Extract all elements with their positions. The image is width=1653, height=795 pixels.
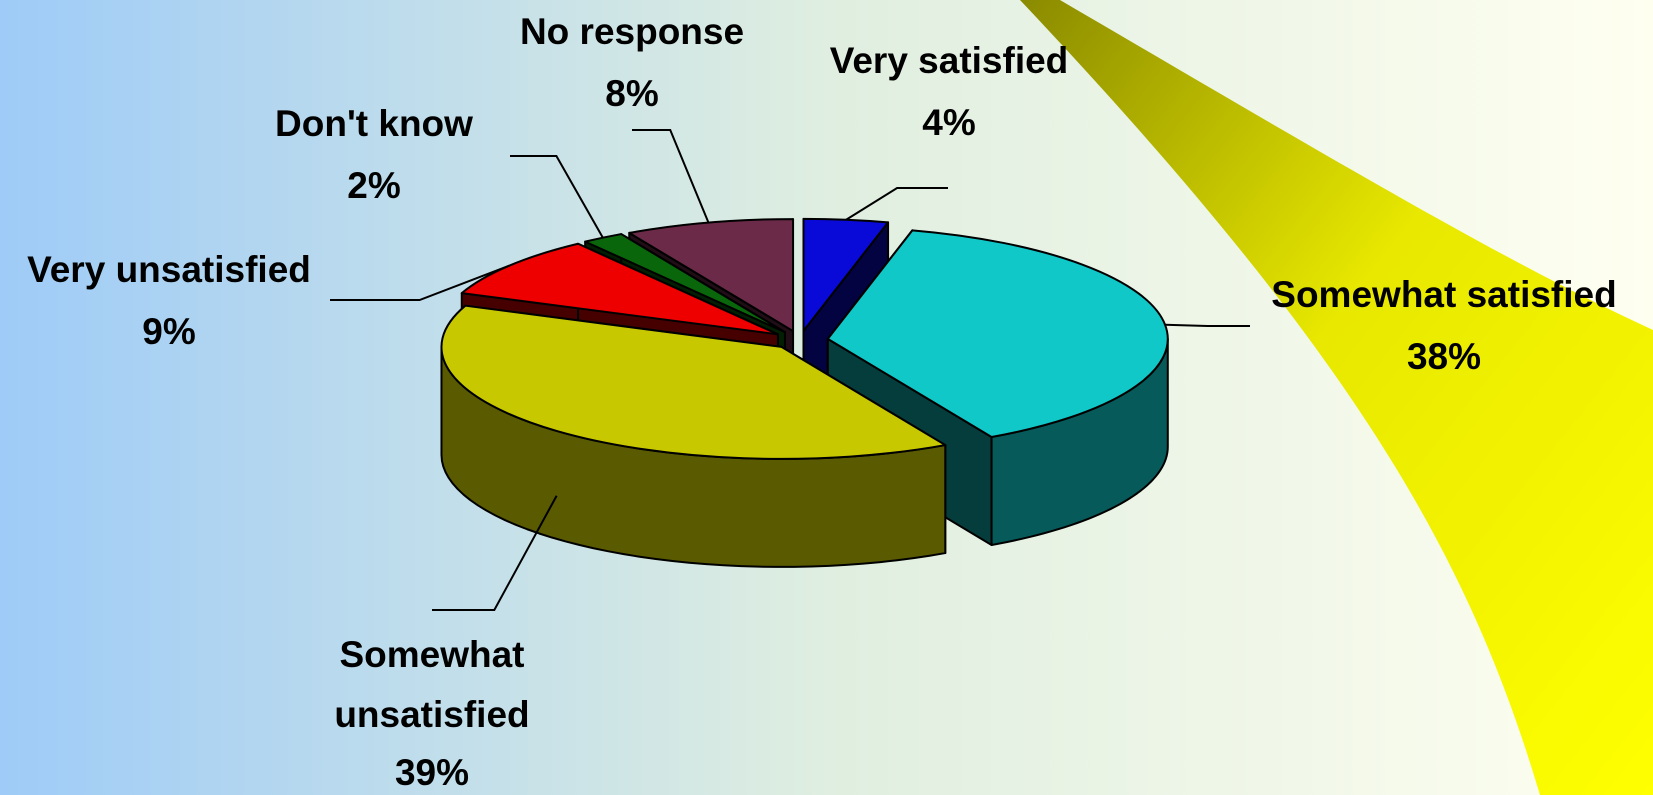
category-label: Don't know <box>275 103 473 144</box>
leader-line <box>632 129 710 223</box>
category-label: Somewhat satisfied <box>1271 274 1616 315</box>
data-label: Very unsatisfied 9% <box>27 249 311 352</box>
slice-top <box>802 217 890 332</box>
data-label: Somewhat satisfied 38% <box>1271 274 1616 377</box>
leader-line <box>330 264 510 301</box>
data-label: Somewhat unsatisfied 39% <box>334 634 529 793</box>
labels: Very satisfied 4%Somewhat satisfied 38%Som… <box>27 11 1617 793</box>
slice-top <box>460 242 779 336</box>
leader-line <box>510 155 604 239</box>
leader-line <box>845 187 948 221</box>
data-label: Don't know 2% <box>275 103 473 206</box>
slice-top <box>826 229 1169 438</box>
pie-slice <box>440 304 947 568</box>
category-label-line: Somewhat <box>339 634 524 675</box>
percent-label: 38% <box>1407 336 1481 377</box>
data-label: No response 8% <box>520 11 744 114</box>
percent-label: 4% <box>922 102 975 143</box>
data-label: Very satisfied 4% <box>830 40 1069 143</box>
percent-label: 9% <box>142 311 195 352</box>
percent-label: 39% <box>395 752 469 793</box>
leader-line <box>1165 323 1250 327</box>
category-label: Somewhat unsatisfied <box>334 634 529 735</box>
percent-label: 2% <box>347 165 400 206</box>
category-label: Very unsatisfied <box>27 249 311 290</box>
category-label: Very satisfied <box>830 40 1069 81</box>
category-label-line: unsatisfied <box>334 694 529 735</box>
category-label: No response <box>520 11 744 52</box>
slice-top <box>440 304 947 460</box>
leader-line <box>432 495 558 611</box>
pie <box>440 217 1169 568</box>
percent-label: 8% <box>605 73 658 114</box>
decorative-swoosh <box>1020 0 1653 795</box>
